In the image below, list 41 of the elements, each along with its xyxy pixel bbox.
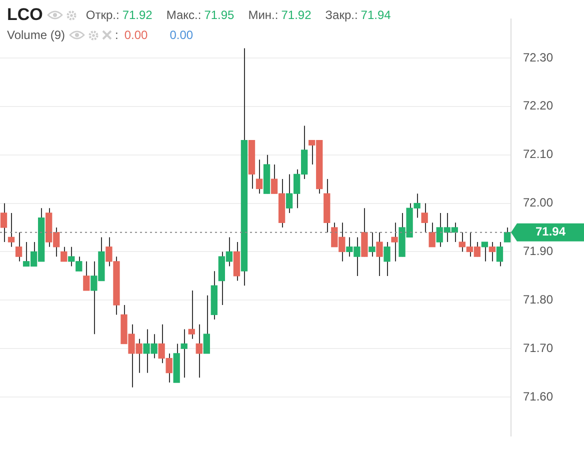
candlestick bbox=[391, 222, 398, 262]
candlestick bbox=[496, 242, 504, 267]
candlestick bbox=[368, 232, 376, 258]
annotation: 71.92 bbox=[122, 7, 152, 24]
y-tick-label: 71.60 bbox=[523, 389, 554, 404]
candlestick bbox=[83, 260, 90, 291]
annotation: 0.00 bbox=[124, 27, 148, 44]
ref-line-label: 71.94 bbox=[535, 224, 566, 239]
y-tick-label: 71.80 bbox=[523, 292, 554, 306]
candlestick bbox=[60, 246, 68, 262]
y-tick-label: 72.10 bbox=[523, 147, 554, 162]
y-tick-label: 71.70 bbox=[523, 340, 554, 355]
annotation: 71.92 bbox=[281, 7, 312, 24]
annotation: 71.95 bbox=[204, 7, 234, 24]
annotation: Откр.: bbox=[86, 7, 120, 24]
candlestick bbox=[481, 242, 488, 262]
annotation: Закр.: bbox=[325, 7, 358, 24]
candlestick bbox=[428, 222, 436, 248]
candlestick bbox=[256, 159, 263, 194]
candlestick bbox=[384, 242, 390, 276]
y-tick-label: 72.20 bbox=[523, 98, 554, 113]
candlestick bbox=[8, 212, 15, 248]
annotation: Мин.: bbox=[248, 7, 278, 24]
candlestick bbox=[203, 294, 210, 354]
annotation: Макс.: bbox=[166, 7, 202, 24]
candlestick bbox=[421, 202, 428, 233]
chart-title: LCO bbox=[7, 5, 43, 24]
candlestick bbox=[188, 290, 195, 340]
annotation: 71.94 bbox=[360, 7, 391, 24]
candlestick bbox=[376, 232, 383, 276]
candlestick bbox=[196, 324, 202, 378]
annotation: : bbox=[115, 27, 118, 44]
candlestick bbox=[15, 232, 22, 262]
y-tick-label: 72.30 bbox=[523, 50, 554, 64]
candlestick bbox=[0, 202, 8, 243]
text: Volume (9) bbox=[7, 27, 66, 44]
y-tick-label: 71.90 bbox=[523, 244, 554, 258]
annotation: 0.00 bbox=[170, 27, 194, 44]
candlestick bbox=[488, 242, 496, 262]
candlestick bbox=[180, 328, 188, 378]
y-tick-label: 72.00 bbox=[523, 196, 554, 210]
